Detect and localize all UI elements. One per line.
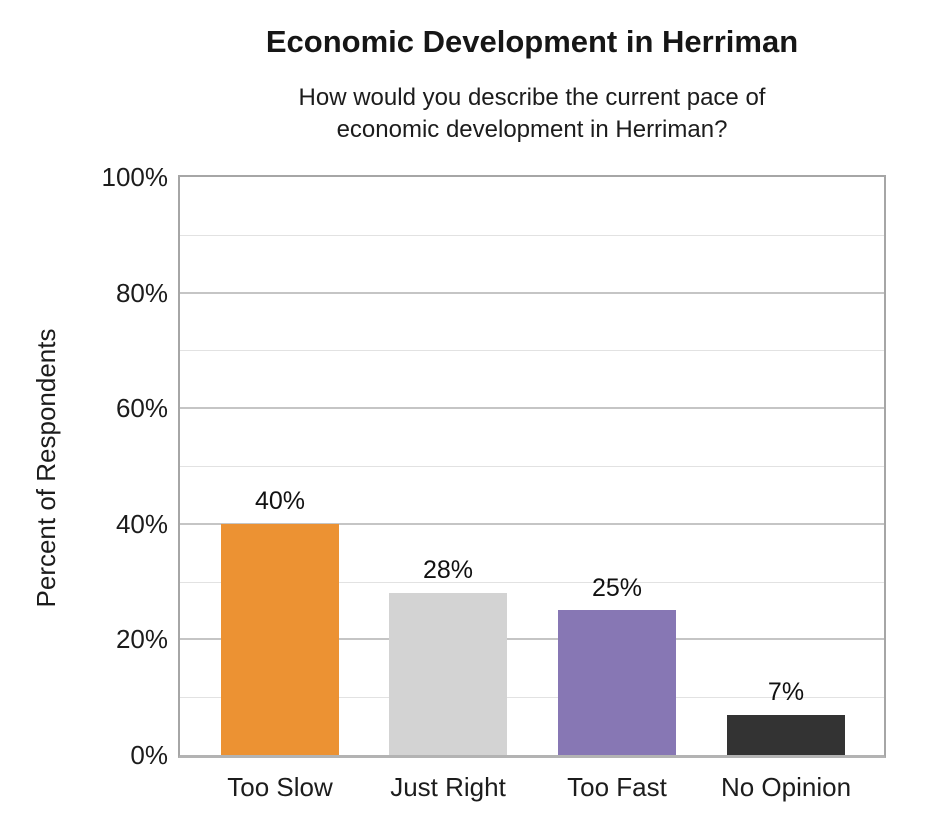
plot-area	[178, 175, 886, 758]
category-label-no-opinion: No Opinion	[720, 772, 852, 802]
major-gridline-60pct	[180, 407, 884, 410]
bar-value-label: 28%	[422, 556, 474, 585]
y-axis-title: Percent of Respondents	[31, 328, 61, 608]
category-label-just-right: Just Right	[390, 772, 506, 802]
minor-gridline-10pct	[180, 697, 884, 699]
minor-gridline-70pct	[180, 350, 884, 352]
bar-just-right	[389, 593, 507, 755]
bar-too-slow	[221, 524, 339, 755]
y-tick-label-20pct: 20%	[115, 624, 168, 655]
y-tick-label-60pct: 60%	[115, 393, 168, 424]
chart-subtitle-line-2: economic development in Herriman?	[336, 116, 728, 143]
minor-gridline-90pct	[180, 234, 884, 236]
bar-value-label: 25%	[591, 573, 643, 602]
y-tick-label-100pct: 100%	[101, 162, 169, 192]
category-label-too-fast: Too Fast	[567, 772, 667, 802]
bar-value-label: 40%	[254, 486, 306, 515]
major-gridline-20pct	[180, 638, 884, 641]
bar-no-opinion	[727, 715, 845, 755]
category-label-too-slow: Too Slow	[227, 772, 333, 802]
chart-title: Economic Development in Herriman	[265, 24, 799, 59]
chart-subtitle: How would you describe the current pace …	[148, 82, 916, 146]
major-gridline-80pct	[180, 291, 884, 294]
bar-value-label: 7%	[767, 677, 805, 706]
y-tick-label-80pct: 80%	[115, 277, 168, 308]
y-tick-label-0pct: 0%	[130, 740, 168, 770]
y-tick-label-40pct: 40%	[115, 508, 168, 539]
chart-subtitle-line-1: How would you describe the current pace …	[298, 84, 766, 111]
major-gridline-40pct	[180, 522, 884, 525]
minor-gridline-50pct	[180, 466, 884, 467]
minor-gridline-30pct	[180, 581, 884, 583]
bar-too-fast	[558, 610, 676, 755]
